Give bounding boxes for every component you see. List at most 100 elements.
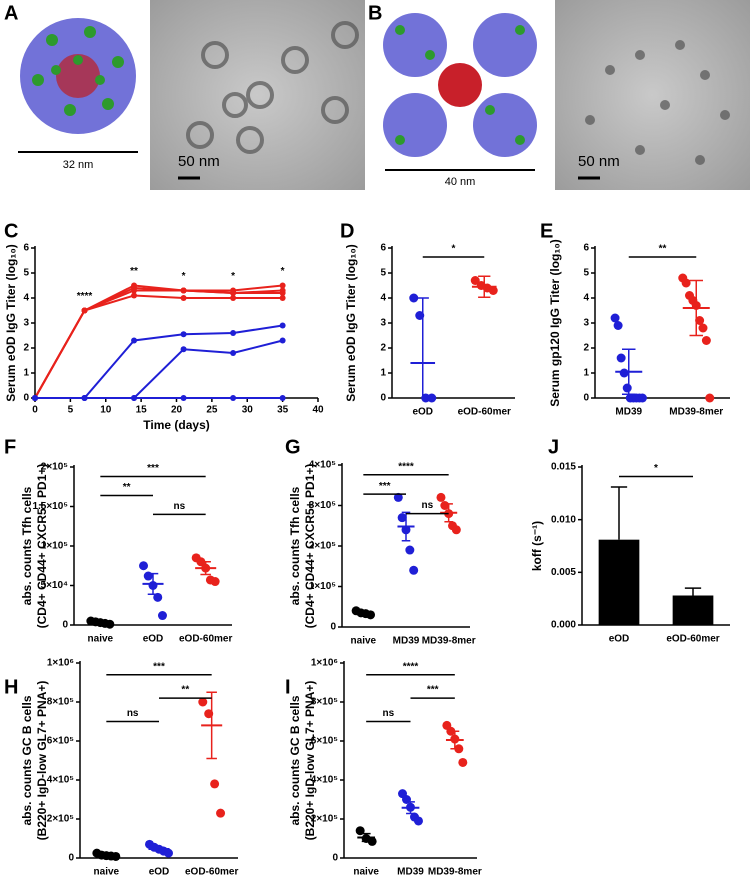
error-bar (478, 275, 491, 298)
panel-b: B 40 nm 50 nm (368, 0, 750, 190)
y-axis-label: (CD4+ CD44+ CXCR5+ PD1+) (303, 464, 317, 629)
series-point (180, 346, 187, 353)
y-tick-label: 0 (380, 393, 386, 404)
x-tick-label: 20 (171, 405, 183, 416)
error-bar-path (206, 691, 217, 760)
series-point (230, 290, 237, 296)
panel-letter: G (285, 436, 301, 458)
panel-letter: D (340, 220, 354, 242)
data-point (210, 577, 220, 587)
data-point (413, 816, 423, 826)
bar (598, 539, 640, 625)
x-tick-label: eOD-60mer (179, 634, 232, 645)
data-point (698, 323, 708, 333)
error-bar (444, 503, 453, 523)
data-point (143, 571, 153, 581)
data-point (695, 316, 705, 325)
x-tick-label: naive (88, 634, 114, 645)
significance-label: * (182, 271, 186, 282)
x-tick-label: MD39 (393, 636, 420, 647)
series-point (279, 290, 286, 296)
y-tick-label: 0 (23, 393, 29, 404)
series-point (279, 282, 286, 289)
data-point (705, 393, 715, 403)
data-point (210, 779, 220, 789)
series-point (279, 395, 286, 401)
significance-label: ns (127, 708, 139, 719)
scale-label: 32 nm (63, 159, 94, 171)
y-axis-label: abs. counts Tfh cells (288, 486, 302, 605)
significance-label: * (452, 244, 456, 255)
y-tick-label: 6 (380, 243, 386, 254)
y-axis-label: abs. counts Tfh cells (20, 486, 34, 605)
series-point (230, 395, 237, 401)
data-point (451, 525, 461, 535)
error-bar (401, 511, 411, 542)
data-point (367, 836, 377, 846)
error-bar (416, 297, 429, 398)
y-tick-label: 1×10⁵ (309, 581, 337, 592)
y-axis-label: abs. counts GC B cells (288, 695, 302, 825)
error-bar (200, 561, 211, 576)
series-point (180, 331, 187, 338)
significance-label: ns (173, 501, 185, 512)
x-tick-label: naive (353, 867, 379, 877)
series-line (35, 339, 283, 399)
panel-letter: C (4, 220, 18, 242)
x-axis-label: Time (days) (143, 418, 209, 432)
data-point (405, 545, 415, 555)
data-point (622, 383, 632, 393)
significance-label: * (281, 266, 285, 277)
series-point (180, 295, 187, 301)
y-tick-label: 4×10⁵ (309, 460, 337, 471)
y-axis-label: Serum gp120 IgG Titer (log₁₀) (548, 239, 562, 407)
y-tick-label: 4×10⁵ (47, 775, 75, 786)
chart-panel: D Serum eOD IgG Titer (log₁₀) 0 1 2 3 4 5 6 eOD eO… (340, 220, 515, 418)
bar (672, 595, 714, 625)
significance-label: *** (147, 463, 159, 474)
y-tick-label: 3 (23, 318, 29, 329)
series-point (131, 395, 138, 401)
significance-label: ** (181, 685, 189, 696)
series-line (34, 289, 283, 399)
x-tick-label: MD39-8mer (428, 867, 482, 877)
x-tick-label: eOD (149, 867, 170, 877)
em-particles (186, 21, 359, 154)
y-tick-label: 2×10⁵ (309, 541, 337, 552)
data-point (393, 492, 403, 502)
series-point (81, 395, 88, 401)
panel-letter: F (4, 436, 16, 458)
data-point (613, 321, 623, 330)
error-bar-path (478, 275, 491, 298)
error-bar-path (406, 801, 415, 815)
y-tick-label: 1×10⁶ (311, 658, 338, 669)
series-point (32, 395, 38, 401)
x-tick-label: eOD-60mer (458, 407, 511, 418)
y-tick-label: 1×10⁵ (41, 541, 69, 552)
error-bar (153, 846, 165, 852)
error-bar-path (147, 572, 159, 595)
significance-label: **** (403, 661, 419, 672)
y-tick-label: 5×10⁴ (41, 580, 69, 591)
significance-label: ns (421, 500, 433, 511)
x-tick-label: 10 (100, 405, 112, 416)
data-point (157, 611, 167, 621)
data-point (402, 795, 412, 804)
error-bar-path (101, 853, 112, 857)
x-tick-label: naive (351, 636, 377, 647)
series-line (34, 294, 283, 399)
y-tick-label: 4×10⁵ (311, 775, 339, 786)
y-tick-label: 6×10⁵ (311, 736, 339, 747)
error-bar (689, 279, 703, 337)
y-tick-label: 1 (583, 368, 589, 379)
error-bar-path (153, 846, 165, 852)
y-tick-label: 0 (583, 393, 589, 404)
significance-label: *** (379, 481, 391, 492)
panel-letter: A (4, 2, 18, 24)
panel-letter: I (285, 676, 291, 698)
series-line (35, 324, 283, 399)
data-point (198, 697, 208, 707)
